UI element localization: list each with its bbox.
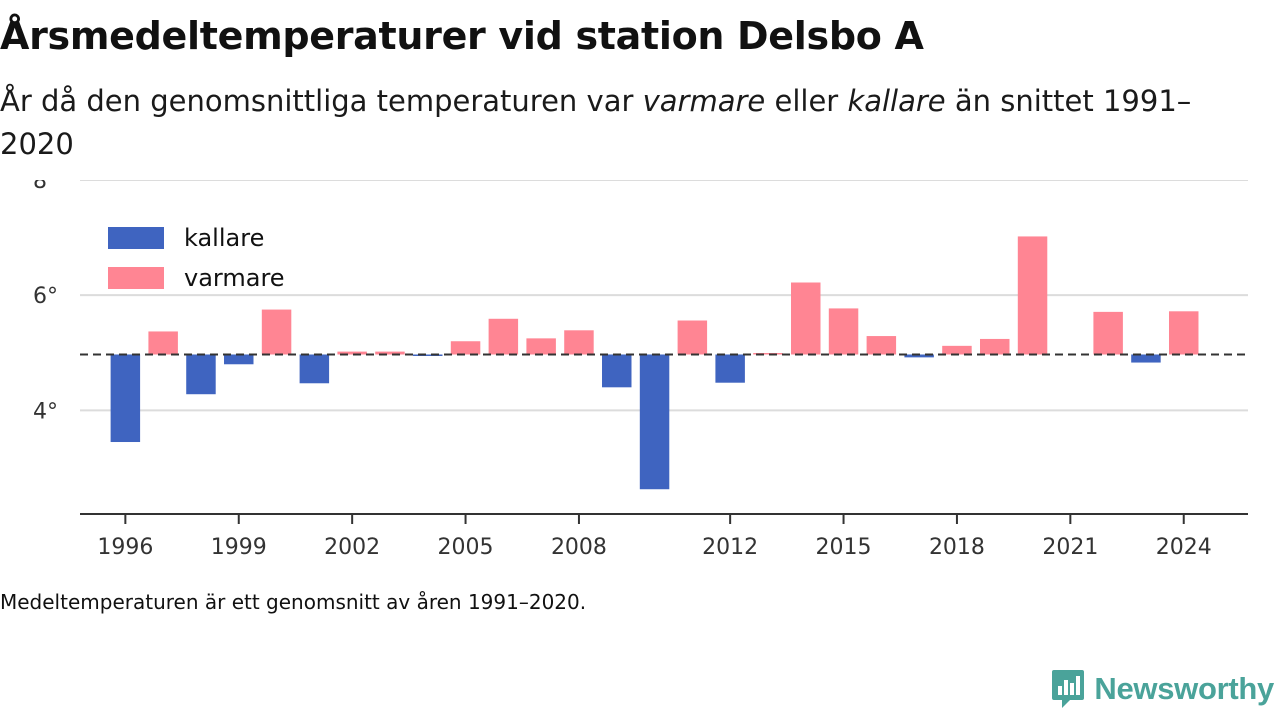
legend-swatch-kallare [108, 227, 164, 249]
subtitle-warm: varmare [642, 84, 766, 118]
x-tick-label: 2018 [929, 535, 985, 560]
x-tick-label: 2012 [702, 535, 758, 560]
bar-1997 [148, 331, 178, 355]
bar-2000 [261, 309, 292, 355]
bar-2006 [488, 318, 519, 355]
bar-2001 [299, 354, 330, 384]
bar-1996 [110, 354, 141, 443]
legend: kallare varmare [108, 224, 285, 292]
subtitle-text-3: än snittet 1991–2020 [0, 84, 1192, 161]
x-tick-label: 2008 [551, 535, 607, 560]
bar-2015 [828, 308, 859, 355]
y-axis: 4° 6° 8° [33, 180, 58, 424]
bar-2004 [413, 354, 443, 356]
bar-2010 [639, 354, 670, 490]
bar-2023 [1131, 354, 1161, 363]
x-tick-label: 2002 [324, 535, 380, 560]
y-tick-label: 8° [33, 180, 58, 194]
x-tick-label: 2005 [438, 535, 494, 560]
legend-swatch-varmare [108, 267, 164, 289]
bar-2012 [715, 354, 745, 383]
footnote: Medeltemperaturen är ett genomsnitt av å… [0, 590, 587, 614]
bar-chart: 4° 6° 8° 1996 1999 2002 2005 2008 2012 2015 2018 2… [33, 180, 1248, 560]
bar-2008 [564, 330, 594, 355]
legend-label-kallare: kallare [184, 224, 264, 252]
y-tick-label: 4° [33, 399, 58, 424]
bar-2019 [980, 338, 1010, 355]
newsworthy-logo-icon [1052, 670, 1085, 708]
brand-name: Newsworthy [1094, 671, 1274, 706]
bar-2024 [1168, 311, 1199, 355]
newsworthy-logo: Newsworthy [1050, 668, 1274, 710]
bar-2003 [375, 351, 405, 355]
x-tick-label: 1996 [97, 535, 153, 560]
subtitle-cold: kallare [847, 84, 946, 118]
bar-2018 [942, 345, 972, 355]
bar-2013 [753, 352, 783, 355]
bar-1999 [224, 354, 254, 365]
bar-2016 [866, 336, 897, 355]
bar-2011 [677, 320, 708, 355]
x-tick-label: 1999 [211, 535, 267, 560]
subtitle-text-1: År då den genomsnittliga temperaturen va… [0, 84, 643, 118]
y-tick-label: 6° [33, 284, 58, 309]
bar-2007 [526, 338, 556, 355]
subtitle-text-2: eller [765, 84, 848, 118]
bar-2020 [1017, 236, 1048, 355]
x-tick-label: 2015 [816, 535, 872, 560]
x-tick-label: 2024 [1156, 535, 1212, 560]
x-axis: 1996 1999 2002 2005 2008 2012 2015 2018 2021 2024 [80, 513, 1248, 560]
bar-2009 [602, 354, 632, 388]
bar-2014 [791, 282, 821, 355]
x-tick-label: 2021 [1042, 535, 1098, 560]
bar-2022 [1093, 311, 1123, 355]
bar-2005 [450, 341, 481, 355]
legend-label-varmare: varmare [184, 264, 285, 292]
bar-2017 [904, 354, 934, 358]
chart-title: Årsmedeltemperaturer vid station Delsbo … [0, 14, 924, 58]
chart-subtitle: År då den genomsnittliga temperaturen va… [0, 80, 1240, 166]
bar-1998 [186, 354, 216, 395]
bars [110, 236, 1199, 490]
bar-2002 [337, 351, 367, 355]
